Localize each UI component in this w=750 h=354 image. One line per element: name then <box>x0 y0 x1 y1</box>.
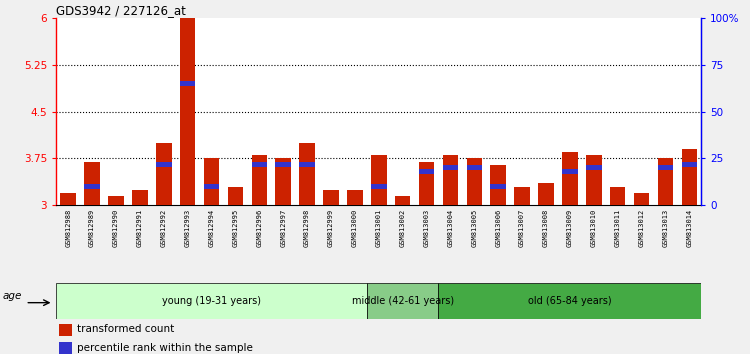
Bar <box>419 169 434 174</box>
Text: GSM813000: GSM813000 <box>352 209 358 247</box>
Bar <box>251 155 267 205</box>
Text: GSM813005: GSM813005 <box>471 209 477 247</box>
Bar <box>682 161 697 166</box>
Text: middle (42-61 years): middle (42-61 years) <box>352 296 454 306</box>
Bar <box>251 161 267 166</box>
Text: GSM813012: GSM813012 <box>638 209 644 247</box>
Text: GSM812999: GSM812999 <box>328 209 334 247</box>
Bar <box>228 187 243 205</box>
Bar <box>466 159 482 205</box>
Text: GSM812997: GSM812997 <box>280 209 286 247</box>
Bar <box>371 155 386 205</box>
Bar <box>299 143 315 205</box>
Text: young (19-31 years): young (19-31 years) <box>162 296 261 306</box>
Bar <box>59 324 72 336</box>
Bar <box>61 193 76 205</box>
Bar <box>180 18 196 205</box>
Text: GSM813001: GSM813001 <box>376 209 382 247</box>
Text: GSM812991: GSM812991 <box>136 209 142 247</box>
Text: GSM813011: GSM813011 <box>615 209 621 247</box>
Bar <box>419 161 434 205</box>
Text: GSM813013: GSM813013 <box>662 209 668 247</box>
Bar <box>586 165 602 170</box>
Text: GSM812993: GSM812993 <box>184 209 190 247</box>
Bar <box>84 184 100 189</box>
Bar <box>84 161 100 205</box>
Text: GSM813008: GSM813008 <box>543 209 549 247</box>
Bar <box>347 190 363 205</box>
Bar <box>132 190 148 205</box>
Text: GSM812998: GSM812998 <box>304 209 310 247</box>
Bar <box>59 342 72 354</box>
Bar <box>299 161 315 166</box>
Bar <box>439 283 701 319</box>
Bar <box>180 81 196 86</box>
Bar <box>682 149 697 205</box>
Bar <box>610 187 626 205</box>
Bar <box>275 161 291 166</box>
Bar <box>204 159 219 205</box>
Text: transformed count: transformed count <box>77 325 175 335</box>
Bar <box>442 155 458 205</box>
Bar <box>367 283 439 319</box>
Bar <box>562 152 578 205</box>
Text: GSM813014: GSM813014 <box>686 209 692 247</box>
Bar <box>658 165 674 170</box>
Bar <box>466 165 482 170</box>
Bar <box>562 169 578 174</box>
Bar <box>490 184 506 189</box>
Text: GSM812996: GSM812996 <box>256 209 262 247</box>
Bar <box>156 143 172 205</box>
Text: old (65-84 years): old (65-84 years) <box>528 296 612 306</box>
Text: GSM812994: GSM812994 <box>209 209 214 247</box>
Bar <box>204 184 219 189</box>
Bar <box>514 187 529 205</box>
Bar <box>634 193 650 205</box>
Text: GSM812992: GSM812992 <box>160 209 166 247</box>
Bar <box>56 283 367 319</box>
Bar <box>490 165 506 205</box>
Bar <box>323 190 339 205</box>
Bar <box>658 159 674 205</box>
Text: GSM813004: GSM813004 <box>448 209 454 247</box>
Text: GSM812990: GSM812990 <box>113 209 119 247</box>
Text: GSM813006: GSM813006 <box>495 209 501 247</box>
Bar <box>442 165 458 170</box>
Text: GSM812995: GSM812995 <box>232 209 238 247</box>
Text: GSM813003: GSM813003 <box>424 209 430 247</box>
Text: GSM813009: GSM813009 <box>567 209 573 247</box>
Bar <box>371 184 386 189</box>
Bar <box>156 161 172 166</box>
Text: GSM812988: GSM812988 <box>65 209 71 247</box>
Text: GSM813002: GSM813002 <box>400 209 406 247</box>
Bar <box>108 196 124 205</box>
Bar <box>538 183 554 205</box>
Text: GSM813010: GSM813010 <box>591 209 597 247</box>
Bar <box>586 155 602 205</box>
Bar <box>395 196 410 205</box>
Text: age: age <box>3 291 22 301</box>
Text: GDS3942 / 227126_at: GDS3942 / 227126_at <box>56 4 186 17</box>
Bar <box>275 159 291 205</box>
Text: GSM813007: GSM813007 <box>519 209 525 247</box>
Text: percentile rank within the sample: percentile rank within the sample <box>77 343 253 353</box>
Text: GSM812989: GSM812989 <box>89 209 95 247</box>
